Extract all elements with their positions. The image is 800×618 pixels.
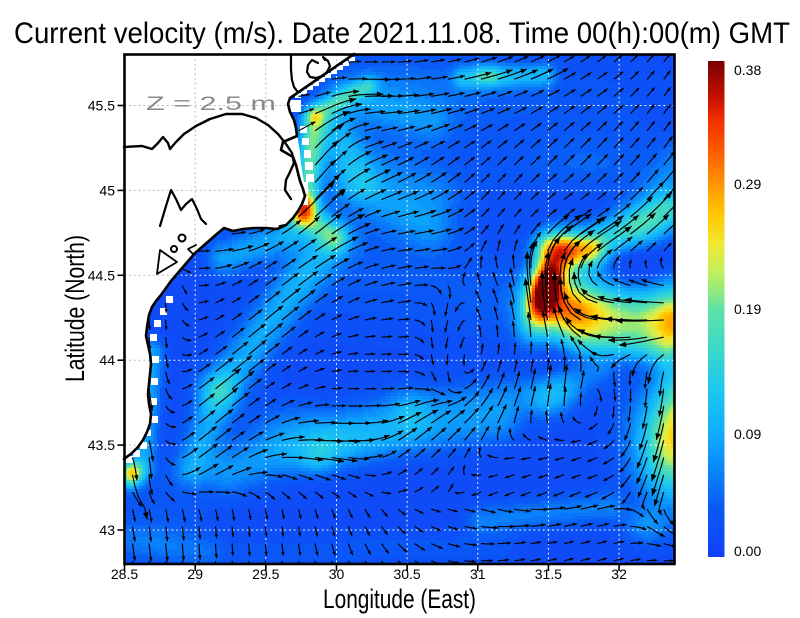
svg-text:0.00: 0.00 [734, 543, 761, 559]
svg-text:28.5: 28.5 [111, 566, 138, 582]
svg-text:29.5: 29.5 [252, 566, 279, 582]
svg-text:0.09: 0.09 [734, 426, 761, 442]
svg-text:0.29: 0.29 [734, 176, 761, 192]
svg-text:45.5: 45.5 [88, 98, 115, 114]
svg-text:43.5: 43.5 [88, 437, 115, 453]
svg-text:0.38: 0.38 [734, 62, 761, 78]
svg-text:30: 30 [329, 566, 345, 582]
svg-text:Latitude (North): Latitude (North) [60, 235, 90, 382]
svg-text:Z = 2.5 m: Z = 2.5 m [146, 94, 276, 115]
svg-text:43: 43 [99, 522, 115, 538]
svg-text:31: 31 [470, 566, 486, 582]
svg-text:30.5: 30.5 [393, 566, 420, 582]
svg-text:0.19: 0.19 [734, 301, 761, 317]
svg-text:31.5: 31.5 [535, 566, 562, 582]
svg-text:45: 45 [99, 182, 115, 198]
svg-text:Longitude (East): Longitude (East) [323, 584, 476, 614]
svg-text:29: 29 [187, 566, 203, 582]
svg-text:44.5: 44.5 [88, 267, 115, 283]
svg-text:Current velocity (m/s). Date 2: Current velocity (m/s). Date 2021.11.08.… [14, 17, 790, 50]
svg-text:44: 44 [99, 352, 115, 368]
svg-text:32: 32 [611, 566, 627, 582]
